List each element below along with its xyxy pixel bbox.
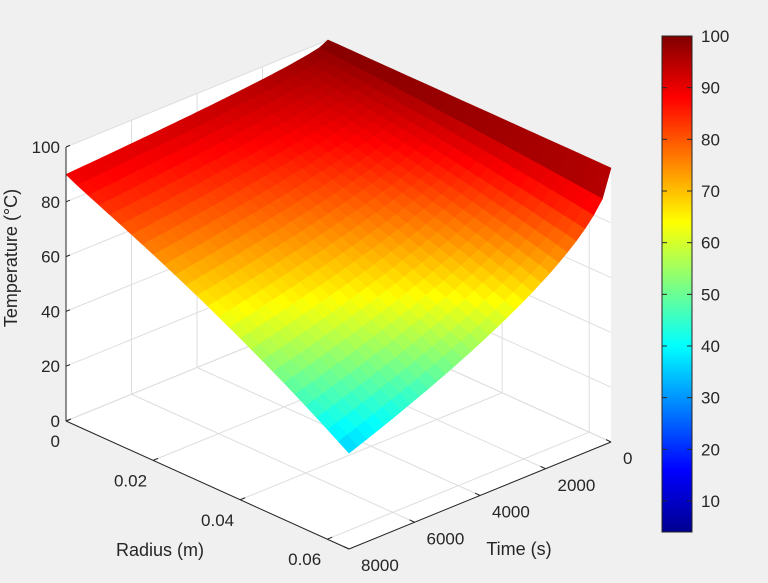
x-tick-mark [65,418,72,422]
y-tick-label: 2000 [558,476,596,495]
z-tick-mark [65,144,71,148]
x-tick-mark [239,497,246,501]
y-tick-mark [605,439,612,443]
colorbar-tick-label: 80 [701,130,720,149]
x-tick-mark [327,536,333,540]
grid-line-x [327,431,590,540]
z-tick-mark [65,254,71,258]
x-tick-mark [152,457,159,461]
y-tick-mark [343,546,350,550]
z-tick-label: 40 [41,302,60,321]
grid-line-y [131,393,415,523]
z-tick-label: 80 [41,193,60,212]
y-tick-mark [409,519,415,523]
z-tick-mark [65,309,71,312]
colorbar-tick-label: 50 [701,285,720,304]
temperature-surface [65,39,612,454]
grid-line-x [239,392,503,501]
z-tick-mark [65,199,71,203]
colorbar-ticks: 10 20 30 40 50 60 70 80 90 100 [662,27,729,511]
surface-patch [65,169,87,186]
y-tick-mark [474,492,481,496]
axes-ticks: 0 20 40 60 80 100 0 0.02 0.04 0.06 0 2000 4000 6000 80… [32,138,633,575]
y-tick-label: 8000 [361,556,399,575]
colorbar [661,35,693,533]
z-tick-label: 60 [41,248,60,267]
colorbar-tick-label: 100 [701,27,729,46]
x-tick-label: 0.04 [201,511,234,530]
colorbar-tick-label: 60 [701,234,720,253]
x-tick-label: 0.02 [114,471,147,490]
z-tick-mark [65,364,71,367]
colorbar-tick-label: 30 [701,389,720,408]
colorbar-tick-label: 40 [701,337,720,356]
x-tick-label: 0 [51,432,60,451]
z-axis-label: Temperature (°C) [1,189,21,327]
x-tick-label: 0.06 [288,550,321,569]
colorbar-tick-label: 70 [701,182,720,201]
y-tick-label: 6000 [427,529,465,548]
y-tick-mark [540,465,546,470]
colorbar-tick-label: 90 [701,79,720,98]
x-axis-label: Radius (m) [116,540,204,560]
z-tick-label: 100 [32,138,60,157]
y-axis-label: Time (s) [486,539,551,559]
colorbar-tick-label: 20 [701,440,720,459]
z-tick-label: 20 [41,357,60,376]
x-axis-line [65,420,350,550]
z-tick-label: 0 [51,412,60,431]
y-tick-label: 0 [623,449,632,468]
y-tick-label: 4000 [492,503,530,522]
colorbar-tick-label: 10 [701,492,720,511]
